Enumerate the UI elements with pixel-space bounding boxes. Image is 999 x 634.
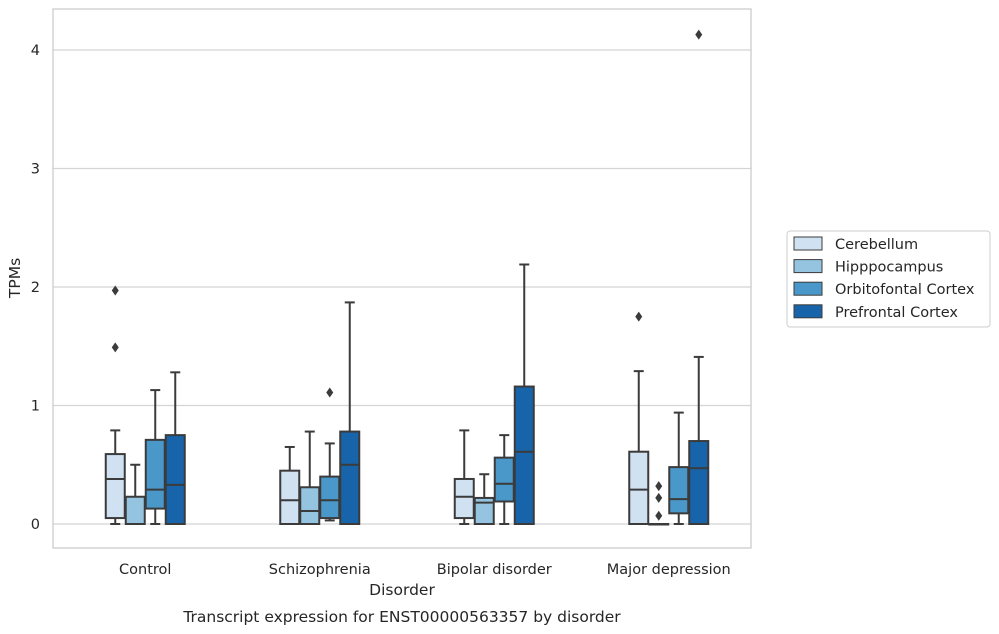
x-tick-label: Schizophrenia — [269, 562, 371, 578]
box-hipppocampus — [473, 473, 495, 525]
box-cerebellum — [279, 445, 301, 525]
legend-swatch — [793, 259, 823, 274]
legend-label: Orbitofontal Cortex — [835, 282, 975, 298]
legend-swatch — [793, 281, 823, 296]
box-body — [339, 430, 361, 526]
box-body — [104, 453, 126, 520]
box-hipppocampus — [648, 481, 670, 526]
legend-swatch — [793, 236, 823, 251]
box-body — [688, 440, 710, 525]
y-axis-title: TPMs — [6, 258, 24, 299]
outlier-point — [655, 510, 663, 521]
outlier-point — [635, 311, 643, 322]
box-cerebellum — [628, 311, 650, 525]
outlier-point — [655, 492, 663, 503]
box-hipppocampus — [299, 430, 321, 526]
x-axis-title: Disorder — [369, 581, 435, 599]
legend-label: Cerebellum — [835, 237, 918, 253]
outlier-point — [655, 481, 663, 492]
box-body — [164, 434, 186, 525]
box-orbitofontal-cortex — [144, 389, 166, 525]
y-tick-labels: 0 1 2 3 4 — [31, 43, 40, 533]
outlier-point — [695, 29, 703, 40]
box-cerebellum — [453, 429, 475, 525]
box-orbitofontal-cortex — [319, 387, 341, 522]
box-body — [628, 450, 650, 525]
outlier-point — [326, 387, 334, 398]
box-body — [473, 496, 495, 525]
legend-swatch — [793, 304, 823, 319]
x-tick-label: Major depression — [607, 562, 731, 578]
box-body — [144, 438, 166, 510]
x-tick-label: Control — [119, 562, 171, 578]
box-body — [124, 495, 146, 525]
y-tick-label: 4 — [31, 43, 40, 59]
box-prefrontal-cortex — [688, 29, 710, 525]
x-tick-labels: Control Schizophrenia Bipolar disorder Majo… — [119, 562, 731, 578]
box-body — [319, 475, 341, 520]
y-tick-label: 3 — [31, 162, 40, 178]
box-orbitofontal-cortex — [493, 434, 515, 525]
x-tick-label: Bipolar disorder — [437, 562, 552, 578]
box-body — [279, 469, 301, 525]
box-body — [299, 486, 321, 526]
box-prefrontal-cortex — [164, 371, 186, 525]
box-orbitofontal-cortex — [668, 411, 690, 525]
legend-label: Prefrontal Cortex — [835, 305, 958, 321]
y-tick-label: 0 — [31, 517, 40, 533]
box-body — [668, 466, 690, 515]
box-body — [453, 477, 475, 520]
legend-frame — [786, 230, 991, 328]
outlier-point — [111, 285, 119, 296]
box-cerebellum — [104, 285, 126, 525]
box-body — [513, 385, 535, 526]
chart-caption: Transcript expression for ENST0000056335… — [182, 608, 621, 626]
y-tick-label: 1 — [31, 399, 40, 415]
box-prefrontal-cortex — [339, 301, 361, 526]
legend-label: Hipppocampus — [835, 260, 943, 276]
box-prefrontal-cortex — [513, 263, 535, 526]
box-groups — [104, 29, 710, 526]
y-tick-label: 2 — [31, 280, 40, 296]
plot-area-frame — [52, 8, 752, 549]
outlier-point — [111, 342, 119, 353]
box-body — [493, 456, 515, 503]
box-hipppocampus — [124, 463, 146, 525]
legend: Cerebellum Hipppocampus Orbitofontal Corte… — [786, 230, 991, 328]
